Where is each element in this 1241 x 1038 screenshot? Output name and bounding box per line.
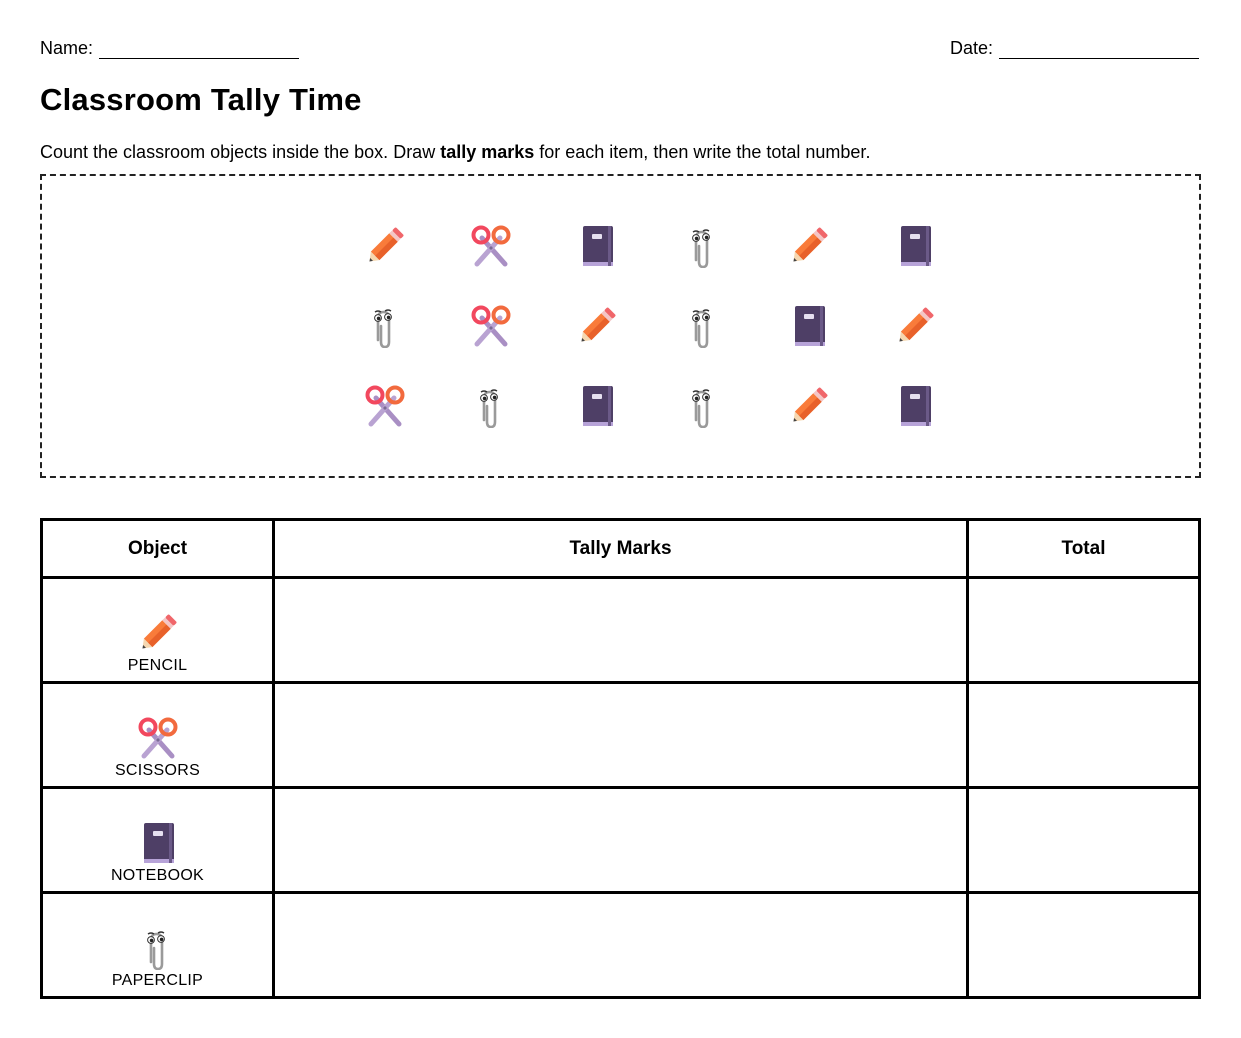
notebook-icon xyxy=(544,206,650,286)
tally-marks-cell[interactable] xyxy=(272,576,969,684)
instructions-text-end: for each item, then write the total numb… xyxy=(534,142,871,162)
instructions-text-start: Count the classroom objects inside the b… xyxy=(40,142,441,162)
header-total: Total xyxy=(966,518,1201,579)
scissors-icon xyxy=(43,716,272,760)
table-row: SCISSORS xyxy=(40,681,1201,789)
table-row: PENCIL xyxy=(40,576,1201,684)
worksheet-title: Classroom Tally Time xyxy=(40,82,362,117)
notebook-icon xyxy=(43,821,272,865)
counting-box xyxy=(40,174,1201,478)
paperclip-icon xyxy=(650,206,756,286)
date-label: Date: xyxy=(950,38,994,58)
object-grid xyxy=(332,206,968,446)
scissors-icon xyxy=(438,206,544,286)
paperclip-icon xyxy=(650,286,756,366)
notebook-icon xyxy=(862,206,968,286)
table-header-row: Object Tally Marks Total xyxy=(40,518,1201,579)
object-label: SCISSORS xyxy=(114,762,201,779)
object-label: NOTEBOOK xyxy=(110,867,205,884)
object-cell: NOTEBOOK xyxy=(40,786,275,894)
date-field: Date: xyxy=(950,38,1200,59)
date-blank-line[interactable] xyxy=(999,41,1200,59)
pencil-icon xyxy=(862,286,968,366)
header-tally-marks: Tally Marks xyxy=(272,518,969,579)
pencil-icon xyxy=(756,366,862,446)
instructions-bold-text: tally marks xyxy=(440,142,535,162)
tally-marks-cell[interactable] xyxy=(272,891,969,999)
object-cell: SCISSORS xyxy=(40,681,275,789)
scissors-icon xyxy=(332,366,438,446)
object-cell: PENCIL xyxy=(40,576,275,684)
object-label: PENCIL xyxy=(127,657,188,674)
total-cell[interactable] xyxy=(966,786,1201,894)
paperclip-icon xyxy=(43,926,272,970)
name-label: Name: xyxy=(40,38,94,58)
total-cell[interactable] xyxy=(966,576,1201,684)
name-field: Name: xyxy=(40,38,300,59)
tally-marks-cell[interactable] xyxy=(272,786,969,894)
pencil-icon xyxy=(544,286,650,366)
object-cell: PAPERCLIP xyxy=(40,891,275,999)
object-label: PAPERCLIP xyxy=(111,972,204,989)
pencil-icon xyxy=(756,206,862,286)
total-cell[interactable] xyxy=(966,891,1201,999)
paperclip-icon xyxy=(332,286,438,366)
notebook-icon xyxy=(862,366,968,446)
total-cell[interactable] xyxy=(966,681,1201,789)
pencil-icon xyxy=(332,206,438,286)
instructions: Count the classroom objects inside the b… xyxy=(40,142,870,163)
tally-table: Object Tally Marks Total PENCIL xyxy=(40,518,1201,999)
tally-marks-cell[interactable] xyxy=(272,681,969,789)
notebook-icon xyxy=(756,286,862,366)
pencil-icon xyxy=(43,611,272,655)
paperclip-icon xyxy=(438,366,544,446)
header-object: Object xyxy=(40,518,275,579)
table-row: PAPERCLIP xyxy=(40,891,1201,999)
scissors-icon xyxy=(438,286,544,366)
name-blank-line[interactable] xyxy=(99,41,300,59)
table-row: NOTEBOOK xyxy=(40,786,1201,894)
notebook-icon xyxy=(544,366,650,446)
paperclip-icon xyxy=(650,366,756,446)
